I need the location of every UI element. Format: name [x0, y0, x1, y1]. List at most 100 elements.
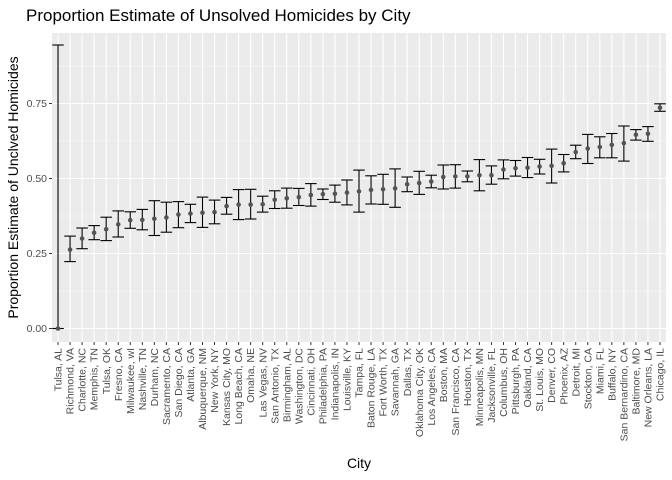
estimate-point — [236, 202, 241, 207]
x-tick-label: Oakland, CA — [522, 348, 534, 408]
estimate-point — [224, 203, 229, 209]
estimate-point — [344, 190, 350, 195]
estimate-point — [176, 212, 181, 217]
y-tick-label: 0.25 — [27, 248, 48, 260]
x-tick-label: Oklahoma City, OK — [414, 348, 426, 437]
y-tick-label: 0.50 — [27, 173, 48, 185]
estimate-point — [489, 172, 494, 178]
estimate-point — [428, 179, 434, 184]
estimate-point — [115, 222, 121, 227]
y-tick-label: 0.00 — [27, 323, 48, 335]
chart-title: Proportion Estimate of Unsolved Homicide… — [26, 6, 411, 25]
x-tick-label: San Bernardino, CA — [618, 348, 630, 441]
x-tick-label: Sacramento, CA — [161, 348, 173, 425]
x-tick-label: San Diego, CA — [173, 348, 185, 417]
estimate-point — [308, 192, 314, 198]
estimate-point — [477, 172, 482, 178]
x-tick-label: Pittsburgh, PA — [510, 348, 522, 414]
estimate-point — [621, 140, 627, 146]
x-tick-label: Los Angeles, CA — [426, 348, 438, 426]
estimate-point — [537, 164, 542, 169]
estimate-point — [248, 202, 253, 207]
x-tick-label: Albuquerque, NM — [197, 348, 209, 430]
x-tick-label: Milwaukee, wI — [125, 348, 137, 414]
estimate-point — [573, 149, 579, 155]
x-tick-label: Omaha, NE — [245, 348, 257, 403]
x-tick-label: San Francisco, CA — [450, 348, 462, 436]
x-tick-label: Fresno, CA — [113, 348, 125, 401]
x-tick-label: Memphis, TN — [89, 348, 101, 410]
x-tick-label: Denver, CO — [546, 348, 558, 403]
estimate-point — [55, 326, 61, 331]
estimate-point — [356, 189, 362, 194]
x-tick-label: Birmingham, AL — [281, 348, 293, 422]
x-tick-label: Minneapolis, MN — [474, 348, 486, 426]
x-tick-label: Louisville, KY — [342, 348, 354, 411]
estimate-point — [585, 146, 591, 151]
estimate-point — [188, 211, 193, 216]
estimate-point — [272, 197, 278, 203]
x-tick-label: Baton Rouge, LA — [366, 348, 378, 428]
x-tick-label: New York, NY — [209, 348, 221, 413]
y-axis-title: Proportion Estimate of Unclved Homicides — [5, 56, 21, 318]
estimate-point — [525, 165, 530, 170]
x-tick-label: New Orleans, LA — [643, 348, 655, 427]
estimate-point — [212, 209, 217, 215]
x-tick-label: Houston, TX — [462, 348, 474, 406]
x-tick-label: Philadelphia, PA — [317, 348, 329, 424]
estimate-point — [549, 163, 554, 169]
estimate-point — [404, 181, 410, 187]
estimate-point — [127, 217, 133, 223]
x-axis: Tulsa, AL Richmond, VA Charlotte, NC Memphi… — [53, 342, 667, 441]
x-tick-label: Durham, NC — [149, 348, 161, 407]
estimate-point — [164, 215, 169, 220]
estimate-point — [597, 144, 603, 150]
estimate-point — [200, 210, 205, 215]
estimate-point — [103, 226, 109, 232]
estimate-point — [79, 236, 85, 241]
estimate-point — [91, 230, 97, 236]
x-tick-label: Washington, DC — [293, 348, 305, 424]
x-tick-label: Dallas, TX — [402, 348, 414, 396]
x-tick-label: Jacksonville, FL — [486, 348, 498, 423]
estimate-point — [633, 132, 639, 137]
x-tick-label: San Antonio, TX — [269, 348, 281, 424]
estimate-point — [465, 174, 470, 179]
data-marks — [52, 44, 666, 331]
estimate-point — [260, 202, 265, 207]
x-tick-label: Las Vegas, NV — [257, 348, 269, 417]
estimate-point — [657, 105, 663, 110]
estimate-point — [284, 196, 290, 201]
x-tick-label: Columbus, OH — [498, 348, 510, 417]
estimate-point — [561, 160, 566, 166]
x-tick-label: Buffalo, NY — [606, 348, 618, 401]
y-tick-label: 0.75 — [27, 98, 48, 110]
x-tick-label: Atlanta, GA — [185, 348, 197, 402]
estimate-point — [296, 194, 302, 200]
x-tick-label: Savannah, GA — [390, 348, 402, 416]
x-tick-label: Indianapolis, IN — [330, 348, 342, 420]
x-tick-label: St. Louis, MO — [534, 348, 546, 412]
y-axis: 0.00 0.25 0.50 0.75 — [27, 98, 52, 335]
estimate-point — [139, 217, 145, 223]
estimate-point — [440, 174, 446, 180]
estimate-point — [320, 191, 326, 197]
x-tick-label: Boston, MA — [438, 348, 450, 402]
x-tick-label: Tampa, FL — [354, 348, 366, 398]
estimate-point — [332, 191, 338, 197]
x-tick-label: Stockton, CA — [582, 348, 594, 409]
estimate-point — [368, 187, 374, 193]
x-tick-label: Baltimore, MD — [631, 348, 643, 415]
x-tick-label: Tulsa, OK — [101, 348, 113, 394]
x-tick-label: Miami, FL — [594, 348, 606, 394]
x-tick-label: Long Beach, CA — [233, 348, 245, 424]
x-tick-label: Fort Worth, TX — [378, 348, 390, 416]
estimate-point — [453, 174, 458, 179]
x-tick-label: Detroit, MI — [570, 348, 582, 396]
x-tick-label: Nashville, TN — [137, 348, 149, 410]
estimate-point — [392, 186, 398, 191]
x-tick-label: Richmond, VA — [65, 348, 77, 414]
x-axis-title: City — [347, 455, 371, 471]
